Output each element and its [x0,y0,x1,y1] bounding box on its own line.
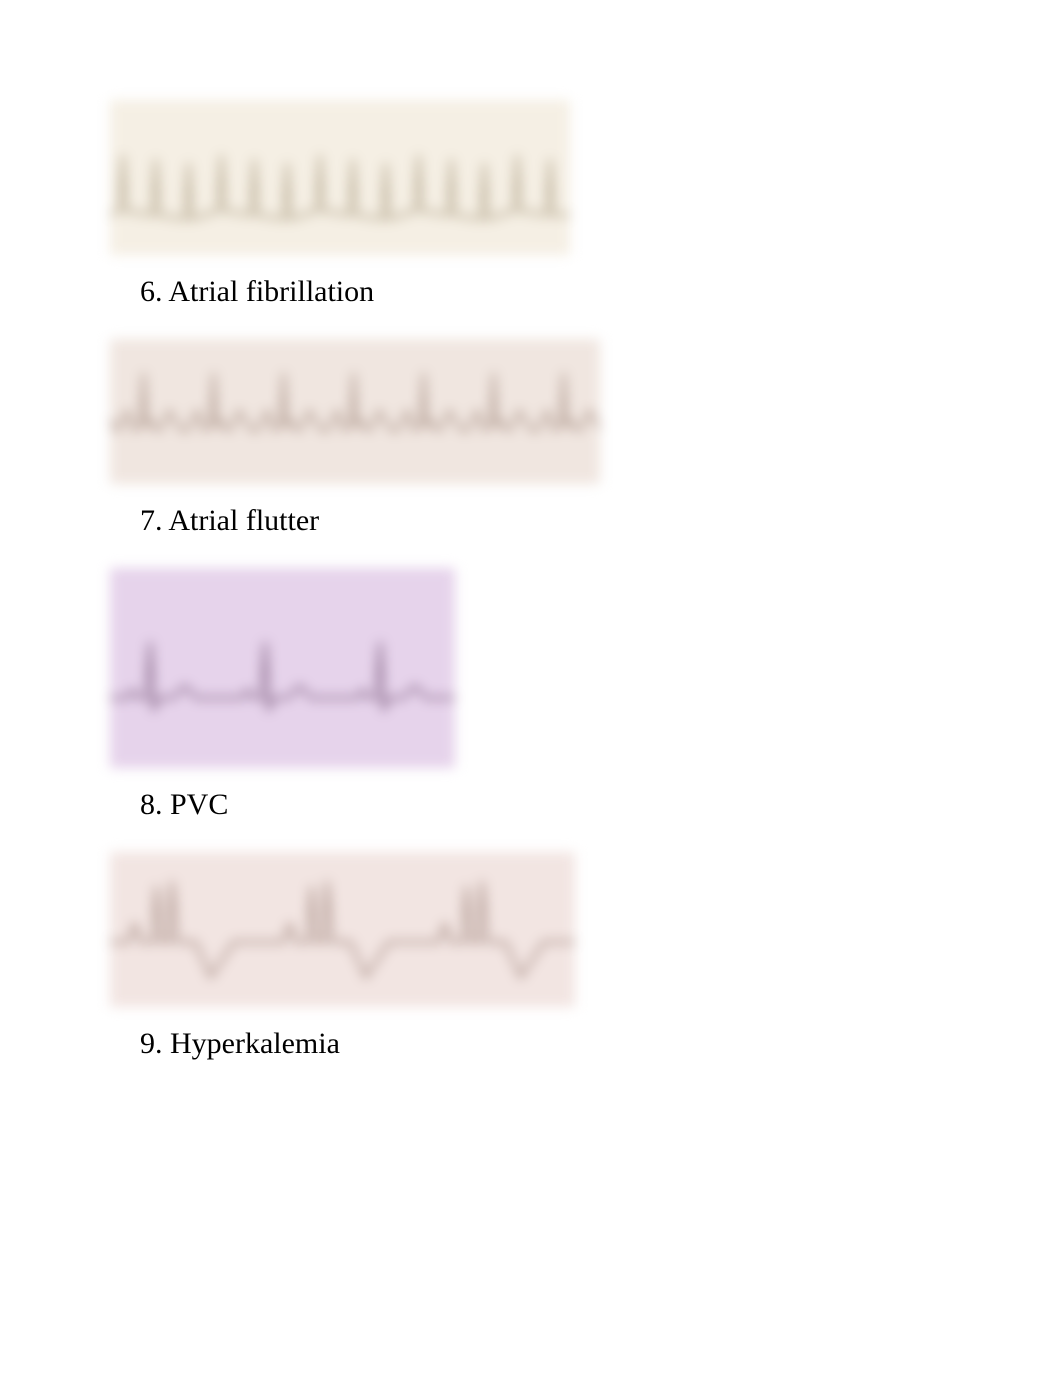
item-number: 8. [140,788,163,821]
ecg-strip-8 [110,568,455,768]
item-9: 9. Hyperkalemia [110,852,1062,1061]
item-label-9: 9. Hyperkalemia [140,1027,1062,1061]
item-8: 8. PVC [110,568,1062,822]
item-7: 7. Atrial flutter [110,339,1062,538]
item-label-7: 7. Atrial flutter [140,504,1062,538]
item-number: 7. [140,504,163,537]
item-label-6: 6. Atrial fibrillation [140,275,1062,309]
item-number: 6. [140,275,163,308]
item-6: 6. Atrial fibrillation [110,100,1062,309]
item-number: 9. [140,1027,163,1060]
ecg-strip-6 [110,100,570,255]
item-title: Atrial fibrillation [168,275,374,308]
item-label-8: 8. PVC [140,788,1062,822]
ecg-strip-9 [110,852,575,1007]
item-title: PVC [170,788,228,821]
item-title: Hyperkalemia [170,1027,340,1060]
item-title: Atrial flutter [168,504,319,537]
ecg-strip-7 [110,339,600,484]
